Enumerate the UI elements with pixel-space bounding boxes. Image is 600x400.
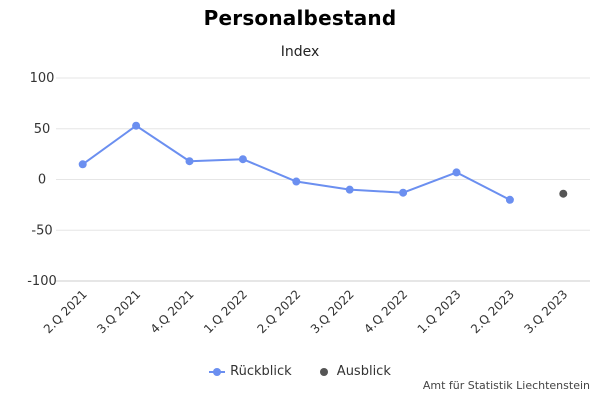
y-tick-label: 0 bbox=[38, 173, 46, 188]
chart-title: Personalbestand bbox=[203, 6, 397, 30]
legend-swatch-ausblick bbox=[316, 367, 332, 377]
x-tick-label: 2.Q 2022 bbox=[254, 287, 303, 336]
credits-text[interactable]: Amt für Statistik Liechtenstein bbox=[422, 379, 590, 392]
data-point[interactable] bbox=[292, 177, 301, 186]
x-tick-label: 2.Q 2023 bbox=[468, 287, 517, 336]
data-point[interactable] bbox=[505, 195, 514, 204]
data-point[interactable] bbox=[345, 185, 354, 194]
legend-label-ausblick: Ausblick bbox=[336, 364, 391, 379]
data-point[interactable] bbox=[238, 155, 247, 164]
x-tick-label: 3.Q 2023 bbox=[521, 287, 570, 336]
y-tick-label: 50 bbox=[34, 122, 51, 137]
x-tick-label: 3.Q 2022 bbox=[308, 287, 357, 336]
y-tick-label: 100 bbox=[30, 71, 55, 86]
legend: Rückblick Ausblick bbox=[0, 364, 600, 381]
data-point[interactable] bbox=[452, 168, 461, 177]
legend-swatch-rueckblick bbox=[209, 367, 226, 377]
chart-subtitle: Index bbox=[280, 44, 320, 60]
data-point[interactable] bbox=[78, 160, 87, 169]
data-point[interactable] bbox=[185, 157, 194, 166]
x-axis: 2.Q 2021 3.Q 2021 4.Q 2021 1.Q 2022 2.Q 2022… bbox=[41, 287, 571, 336]
legend-item-rueckblick[interactable]: Rückblick bbox=[209, 364, 292, 379]
legend-label-rueckblick: Rückblick bbox=[230, 364, 292, 379]
x-tick-label: 1.Q 2023 bbox=[415, 287, 464, 336]
data-point[interactable] bbox=[559, 189, 568, 198]
data-point[interactable] bbox=[399, 188, 408, 197]
y-axis: 100 50 0 -50 -100 bbox=[27, 71, 57, 289]
legend-item-ausblick[interactable]: Ausblick bbox=[316, 364, 391, 379]
series-group bbox=[78, 121, 568, 204]
x-tick-label: 3.Q 2021 bbox=[94, 287, 143, 336]
series-line-0 bbox=[82, 124, 511, 201]
y-tick-label: -50 bbox=[31, 223, 52, 238]
x-tick-label: 2.Q 2021 bbox=[41, 287, 90, 336]
y-tick-label: -100 bbox=[27, 274, 57, 289]
x-tick-label: 4.Q 2021 bbox=[148, 287, 197, 336]
x-tick-label: 1.Q 2022 bbox=[201, 287, 250, 336]
grid-lines bbox=[56, 77, 590, 282]
data-point[interactable] bbox=[132, 121, 141, 130]
x-tick-label: 4.Q 2022 bbox=[361, 287, 410, 336]
